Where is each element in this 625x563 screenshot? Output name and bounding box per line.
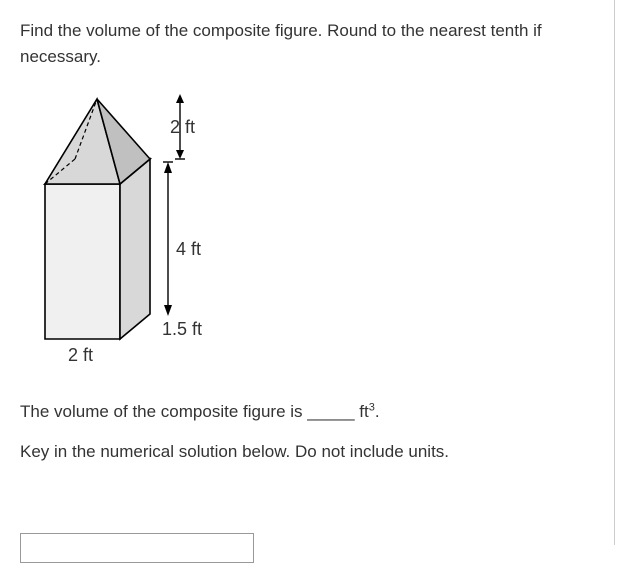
label-base-width: 2 ft bbox=[68, 345, 93, 366]
label-base-depth: 1.5 ft bbox=[162, 319, 202, 340]
composite-figure-diagram: 2 ft 4 ft 1.5 ft 2 ft bbox=[20, 89, 240, 379]
fill-prefix: The volume of the composite figure is bbox=[20, 402, 307, 421]
fill-end: . bbox=[375, 402, 380, 421]
label-pyramid-height: 2 ft bbox=[170, 117, 195, 138]
fill-in-sentence: The volume of the composite figure is __… bbox=[20, 399, 605, 425]
fill-blank: _____ bbox=[307, 402, 354, 421]
label-prism-height: 4 ft bbox=[176, 239, 201, 260]
instruction-text: Key in the numerical solution below. Do … bbox=[20, 439, 605, 465]
composite-figure-svg bbox=[20, 89, 240, 379]
question-prompt: Find the volume of the composite figure.… bbox=[20, 18, 580, 69]
vertical-divider bbox=[614, 0, 615, 545]
answer-input[interactable] bbox=[20, 533, 254, 563]
fill-suffix: ft bbox=[355, 402, 369, 421]
